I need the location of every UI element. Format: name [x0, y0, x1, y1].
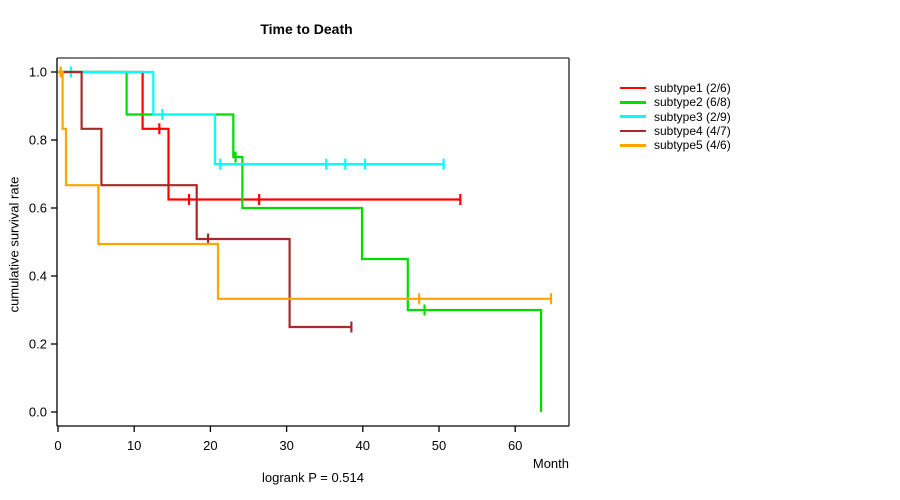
survival-curve-subtype2	[58, 70, 543, 412]
legend-color-line	[620, 101, 646, 104]
y-tick-label: 0.2	[29, 337, 47, 352]
y-tick-label: 0.8	[29, 133, 47, 148]
survival-curve-subtype3	[58, 70, 444, 166]
x-tick-label: 40	[356, 438, 370, 453]
legend-color-line	[620, 144, 646, 147]
legend-label: subtype3 (2/9)	[654, 109, 731, 124]
y-axis-label: cumulative survival rate	[6, 176, 22, 313]
x-tick-label: 50	[432, 438, 446, 453]
y-tick-label: 0.6	[29, 201, 47, 216]
x-tick-label: 10	[127, 438, 141, 453]
legend-label: subtype4 (4/7)	[654, 124, 731, 139]
legend-item: subtype3 (2/9)	[620, 110, 731, 124]
logrank-annotation: logrank P = 0.514	[261, 470, 365, 485]
legend-color-line	[620, 115, 646, 119]
survival-curve-subtype1	[58, 70, 461, 201]
legend-item: subtype4 (4/7)	[620, 124, 731, 138]
x-tick-label: 30	[279, 438, 293, 453]
legend-label: subtype5 (4/6)	[654, 138, 731, 153]
legend-item: subtype2 (6/8)	[620, 95, 731, 109]
legend-color-line	[620, 86, 646, 90]
y-tick-label: 0.0	[29, 405, 47, 420]
x-tick-label: 20	[203, 438, 217, 453]
legend: subtype1 (2/6) subtype2 (6/8) subtype3 (2/…	[620, 81, 731, 152]
legend-item: subtype5 (4/6)	[620, 138, 731, 152]
survival-curve-subtype4	[58, 70, 352, 329]
legend-color-line	[620, 129, 646, 133]
y-tick-label: 0.4	[29, 269, 47, 284]
survival-curve-subtype5	[58, 70, 551, 300]
legend-label: subtype1 (2/6)	[654, 81, 731, 96]
chart-title: Time to Death	[260, 21, 353, 37]
x-axis-label: Month	[532, 456, 569, 471]
x-tick-label: 0	[54, 438, 61, 453]
legend-label: subtype2 (6/8)	[654, 95, 731, 110]
x-tick-label: 60	[508, 438, 522, 453]
y-tick-label: 1.0	[29, 65, 47, 80]
legend-item: subtype1 (2/6)	[620, 81, 731, 95]
